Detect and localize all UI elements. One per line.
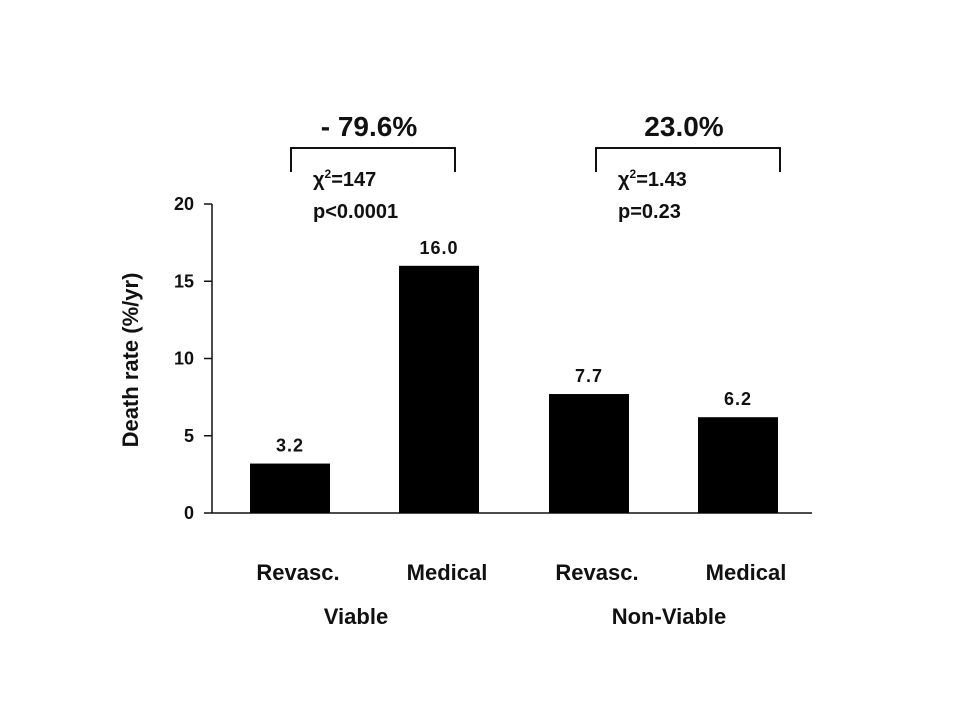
p-value-label: p=0.23 — [618, 201, 681, 223]
y-tick-label: 10 — [174, 349, 194, 369]
bar-value-label: 16.0 — [419, 238, 458, 258]
chi-value: =147 — [331, 169, 376, 191]
bar-value-label: 3.2 — [276, 436, 304, 456]
group-label: Non-Viable — [612, 604, 727, 629]
comparison-bracket — [290, 147, 456, 172]
bar-1 — [250, 463, 330, 513]
category-label: Medical — [706, 560, 787, 585]
bar-4 — [698, 417, 778, 513]
bar-3 — [549, 394, 629, 513]
y-tick-label: 20 — [174, 194, 194, 214]
percent-change-label: - 79.6% — [321, 111, 418, 142]
bar-value-label: 7.7 — [575, 366, 603, 386]
percent-change-label: 23.0% — [644, 111, 723, 142]
y-tick-label: 15 — [174, 271, 194, 291]
p-value-label: p<0.0001 — [313, 201, 398, 223]
chi-superscript: 2 — [630, 167, 637, 181]
bar-2 — [399, 265, 479, 513]
chi-square-label: χ2=1.43 — [618, 167, 687, 191]
y-axis-title: Death rate (%/yr) — [118, 273, 143, 448]
category-label: Revasc. — [256, 560, 339, 585]
comparison-bracket — [595, 147, 781, 172]
chi-symbol: χ — [618, 169, 630, 191]
category-label: Revasc. — [555, 560, 638, 585]
chi-symbol: χ — [313, 169, 325, 191]
chi-value: =1.43 — [636, 169, 687, 191]
group-label: Viable — [324, 604, 388, 629]
chi-square-label: χ2=147 — [313, 167, 376, 191]
bar-value-label: 6.2 — [724, 389, 752, 409]
category-label: Medical — [407, 560, 488, 585]
chi-superscript: 2 — [325, 167, 332, 181]
y-tick-label: 5 — [184, 426, 194, 446]
y-tick-label: 0 — [184, 503, 194, 523]
